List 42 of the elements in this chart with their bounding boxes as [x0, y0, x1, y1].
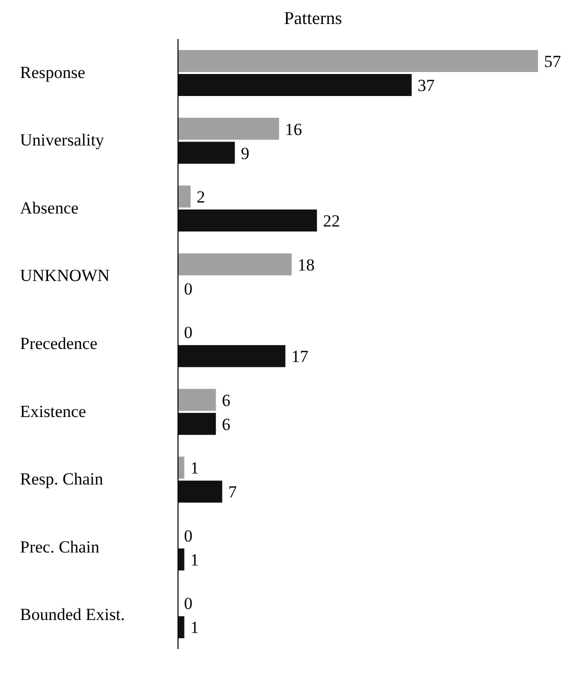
data-label: 0 — [184, 526, 193, 546]
bar — [178, 210, 317, 232]
y-tick-label: Prec. Chain — [20, 537, 100, 556]
bar — [178, 345, 286, 368]
data-label: 57 — [544, 52, 562, 71]
y-tick-label: Response — [20, 62, 86, 82]
bar — [178, 74, 412, 96]
data-label: 9 — [240, 144, 250, 163]
data-label: 1 — [190, 618, 199, 638]
y-tick-label: Precedence — [20, 334, 98, 353]
data-label: 16 — [285, 120, 302, 139]
bar — [178, 548, 184, 570]
data-label: 7 — [228, 482, 238, 502]
bar — [178, 388, 216, 411]
data-label: 0 — [184, 594, 193, 614]
bar — [178, 186, 191, 208]
data-label: 1 — [190, 458, 199, 478]
data-label: 22 — [322, 212, 340, 231]
data-label: 2 — [196, 188, 206, 207]
data-label: 17 — [291, 347, 309, 366]
data-label: 0 — [184, 323, 193, 342]
y-tick-label: Bounded Exist. — [20, 605, 125, 624]
data-label: 6 — [222, 414, 230, 434]
bar — [178, 50, 538, 72]
bar — [178, 616, 184, 638]
data-label: 0 — [184, 279, 193, 298]
y-tick-label: Resp. Chain — [20, 470, 104, 489]
bar — [178, 412, 216, 435]
y-tick-label: Universality — [20, 130, 105, 150]
y-tick-label: UNKNOWN — [20, 266, 110, 286]
bar — [178, 118, 280, 140]
bar — [178, 456, 184, 479]
data-label: 18 — [298, 255, 315, 274]
data-label: 1 — [190, 550, 199, 570]
bar — [178, 142, 235, 164]
y-tick-label: Absence — [20, 198, 79, 218]
data-label: 37 — [418, 76, 436, 95]
y-tick-label: Existence — [20, 402, 86, 421]
chart-title: Patterns — [283, 8, 343, 29]
bar — [178, 480, 222, 503]
data-label: 6 — [222, 390, 230, 410]
bar — [178, 253, 292, 276]
